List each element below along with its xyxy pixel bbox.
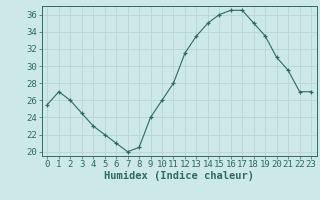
X-axis label: Humidex (Indice chaleur): Humidex (Indice chaleur) <box>104 171 254 181</box>
